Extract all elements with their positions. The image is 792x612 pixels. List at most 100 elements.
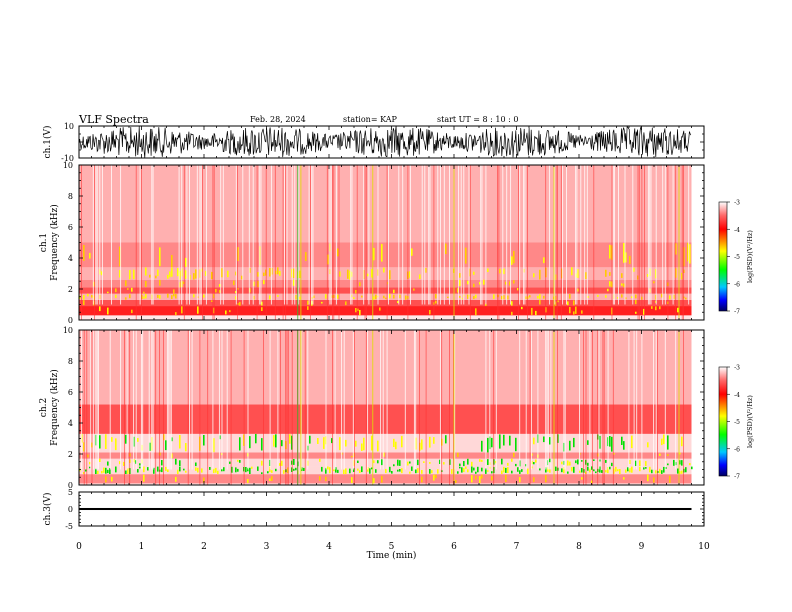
x-tick-label: 7 [514, 542, 520, 552]
speckle [105, 434, 107, 449]
speckle [429, 469, 431, 474]
speckle [575, 460, 577, 464]
speckle [119, 246, 121, 267]
speckle [593, 459, 595, 461]
x-tick-label: 4 [326, 542, 332, 552]
speckle [525, 296, 527, 300]
speckle [639, 460, 641, 467]
speckle [429, 310, 431, 315]
x-axis-label: Time (min) [367, 550, 417, 561]
speckle [653, 281, 655, 284]
speckle [573, 466, 575, 473]
speckle [503, 434, 505, 446]
speckle [345, 301, 347, 306]
speckle [475, 475, 477, 480]
speckle [647, 274, 649, 277]
speckle [303, 467, 305, 471]
speckle [375, 469, 377, 473]
speckle [115, 466, 117, 473]
colorbar-tick-label: -3 [734, 365, 740, 372]
speckle [237, 468, 239, 472]
speckle [679, 452, 681, 455]
y-tick-label: 10 [64, 122, 74, 131]
x-tick-label: 2 [201, 542, 207, 552]
colorbar-tick-label: -6 [734, 281, 740, 288]
speckle [533, 462, 535, 465]
speckle [571, 467, 573, 472]
speckle [595, 471, 597, 474]
speckle [167, 469, 169, 472]
speckle [351, 455, 353, 458]
speckle [589, 468, 591, 473]
speckle [265, 269, 267, 276]
spectral-band [79, 287, 692, 294]
speckle [141, 294, 143, 299]
speckle [157, 466, 159, 472]
speckle [461, 297, 463, 300]
speckle [229, 461, 231, 464]
speckle [491, 471, 493, 474]
speckle [587, 462, 589, 466]
speckle [663, 466, 665, 473]
speckle [327, 254, 329, 265]
speckle [143, 466, 145, 473]
speckle [621, 283, 623, 286]
y-tick-label: 6 [68, 388, 73, 397]
speckle [349, 468, 351, 474]
speckle [129, 270, 131, 280]
speckle [397, 301, 399, 303]
y-tick-label: 4 [68, 419, 73, 428]
speckle [295, 294, 297, 300]
speckle [487, 470, 489, 472]
speckle [87, 454, 89, 458]
speckle [517, 288, 519, 291]
speckle [503, 295, 505, 300]
speckle [423, 461, 425, 463]
speckle [463, 461, 465, 467]
y-tick-label: 0 [68, 316, 73, 325]
spectral-band [79, 404, 692, 434]
speckle [567, 301, 569, 306]
speckle [681, 460, 683, 466]
speckle [473, 467, 475, 471]
speckle [253, 281, 255, 287]
ch1-spectrogram-panel [79, 165, 692, 320]
speckle [491, 476, 493, 481]
speckle [331, 438, 333, 444]
speckle [509, 435, 511, 446]
y-tick-label: 6 [68, 223, 73, 232]
spectral-band [79, 458, 692, 467]
speckle [609, 272, 611, 276]
spectral-band [79, 242, 692, 268]
speckle [477, 466, 479, 473]
speckle [85, 469, 87, 472]
ch1-spectrogram-ylabel: ch.1 [39, 233, 49, 252]
speckle [543, 295, 545, 299]
speckle [469, 294, 471, 297]
speckle [415, 469, 417, 474]
speckle [387, 282, 389, 285]
speckle [313, 295, 315, 298]
speckle [399, 460, 401, 466]
speckle [249, 436, 251, 449]
x-tick-label: 0 [76, 542, 82, 552]
speckle [373, 247, 375, 261]
speckle [331, 295, 333, 298]
speckle [473, 296, 475, 300]
ch3-waveform-ylabel: ch.3(V) [42, 493, 53, 526]
speckle [263, 272, 265, 277]
speckle [107, 291, 109, 294]
speckle [481, 474, 483, 479]
speckle [159, 279, 161, 286]
speckle [395, 441, 397, 450]
speckle [399, 469, 401, 472]
speckle [147, 467, 149, 471]
speckle [179, 466, 181, 472]
speckle [275, 434, 277, 448]
speckle [511, 470, 513, 474]
speckle [175, 294, 177, 299]
speckle [607, 467, 609, 474]
speckle [301, 467, 303, 471]
speckle [631, 466, 633, 473]
speckle [567, 460, 569, 466]
